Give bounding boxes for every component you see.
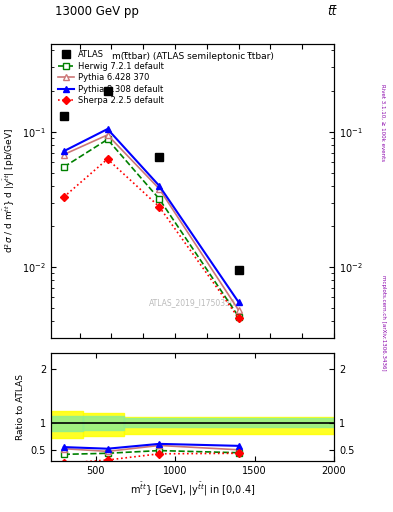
- Text: mcplots.cern.ch [arXiv:1306.3436]: mcplots.cern.ch [arXiv:1306.3436]: [381, 275, 386, 370]
- Text: 13000 GeV pp: 13000 GeV pp: [55, 6, 139, 18]
- Text: tt̅: tt̅: [327, 6, 336, 18]
- Text: m(t̅tbar) (ATLAS semileptonic t̅tbar): m(t̅tbar) (ATLAS semileptonic t̅tbar): [112, 52, 274, 61]
- Y-axis label: Ratio to ATLAS: Ratio to ATLAS: [16, 374, 25, 440]
- X-axis label: m$^{\bar{t}t}$} [GeV], |y$^{\bar{t}t}$| in [0,0.4]: m$^{\bar{t}t}$} [GeV], |y$^{\bar{t}t}$| …: [130, 481, 255, 499]
- Y-axis label: d$^2\sigma$ / d m$^{\bar{t}t}$} d |y$^{\bar{t}t}$| [pb/GeV]: d$^2\sigma$ / d m$^{\bar{t}t}$} d |y$^{\…: [1, 128, 17, 253]
- Legend: ATLAS, Herwig 7.2.1 default, Pythia 6.428 370, Pythia 8.308 default, Sherpa 2.2.: ATLAS, Herwig 7.2.1 default, Pythia 6.42…: [55, 48, 166, 108]
- Text: ATLAS_2019_I1750330: ATLAS_2019_I1750330: [149, 298, 236, 307]
- Text: Rivet 3.1.10, ≥ 100k events: Rivet 3.1.10, ≥ 100k events: [381, 84, 386, 161]
